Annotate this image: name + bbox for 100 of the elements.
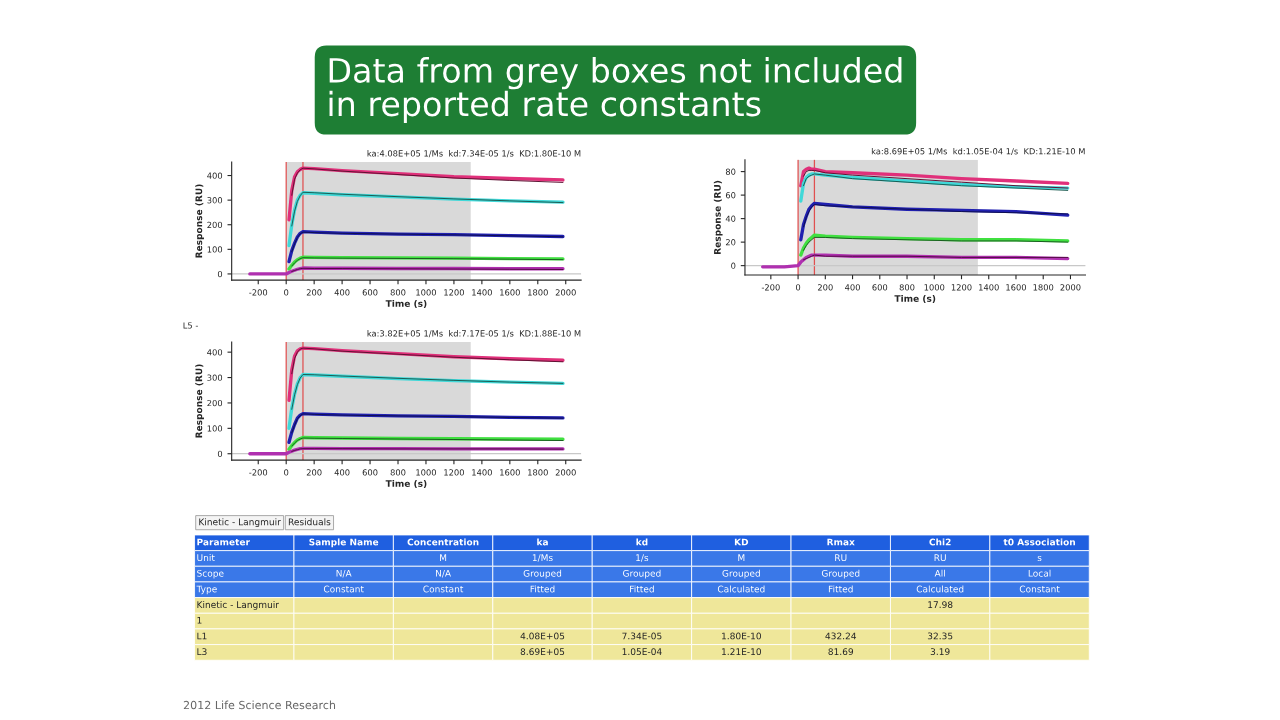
x-tick-label: -200: [249, 469, 268, 476]
x-tick-label: 200: [306, 289, 322, 296]
x-tick-label: 1600: [1006, 284, 1027, 291]
text: 1.21E-10: [722, 648, 762, 656]
text: 81.69: [828, 648, 854, 656]
category-label: L3: [197, 648, 207, 656]
category-label: L1: [197, 632, 207, 640]
x-tick-label: 1200: [444, 289, 464, 296]
x-tick-label: 1600: [500, 289, 520, 296]
text: N/A: [435, 570, 451, 578]
x-tick-label: 1400: [472, 469, 492, 476]
text: M: [738, 554, 745, 561]
text: M: [440, 554, 447, 561]
y-tick-label: 0: [217, 450, 223, 458]
category-label: ka: [537, 538, 548, 546]
y-tick-label: 80: [725, 168, 736, 175]
text: 432.24: [825, 632, 857, 640]
text: 7.34E-05: [622, 632, 662, 640]
category-label: Chi2: [929, 538, 951, 546]
category-label: Rmax: [827, 538, 855, 546]
x-tick-label: -200: [249, 289, 268, 296]
text: Constant: [423, 585, 464, 593]
text: 1/Ms: [532, 554, 553, 562]
text: Fitted: [828, 585, 853, 593]
text: Parameter: [197, 538, 250, 546]
text: Kinetic - Langmuir: [199, 518, 281, 528]
category-label: Scope: [197, 569, 224, 579]
category-label: kd: [636, 538, 648, 546]
y-tick-label: 300: [207, 374, 223, 381]
x-tick-label: 1200: [951, 284, 972, 291]
x-tick-label: 800: [390, 289, 406, 296]
y-tick-label: 200: [207, 221, 223, 229]
y-axis-title: Response (RU): [195, 184, 204, 258]
text: Grouped: [821, 569, 860, 579]
y-tick-label: 100: [207, 246, 223, 253]
x-tick-label: 2000: [1060, 284, 1081, 291]
text: Residuals: [288, 518, 331, 526]
x-tick-label: 1200: [444, 469, 464, 476]
text: Grouped: [722, 569, 760, 579]
x-tick-label: 0: [284, 469, 289, 476]
text: 17.98: [928, 601, 953, 609]
x-tick-label: -200: [761, 284, 780, 291]
y-axis-title: Response (RU): [195, 364, 204, 438]
text: L5 -: [183, 322, 198, 329]
text: 3.19: [930, 648, 950, 656]
text: s: [1037, 555, 1042, 562]
text: Constant: [323, 585, 364, 593]
x-tick-label: 200: [817, 284, 833, 291]
chart-title: ka:8.69E+05 1/Ms kd:1.05E-04 1/s KD:1.21E-10 M: [871, 147, 1085, 156]
text: Constant: [1019, 585, 1060, 593]
text: 1.80E-10: [722, 632, 762, 640]
text: Fitted: [630, 585, 654, 593]
chart-title: ka:4.08E+05 1/Ms kd:7.34E-05 1/s KD:1.80E-10 M: [367, 150, 581, 158]
x-tick-label: 600: [362, 289, 378, 296]
x-tick-label: 800: [390, 469, 406, 476]
x-axis-title: Time (s): [894, 294, 936, 303]
x-axis-title: Time (s): [385, 479, 427, 488]
text: 2012 Life Science Research: [183, 700, 336, 710]
x-tick-label: 600: [362, 469, 378, 476]
y-tick-label: 100: [207, 425, 223, 432]
y-tick-label: 20: [725, 239, 736, 246]
y-tick-label: 0: [731, 262, 736, 269]
category-label: 1: [197, 617, 202, 624]
category-label: Unit: [197, 554, 215, 562]
text: RU: [835, 554, 847, 562]
x-axis-title: Time (s): [385, 299, 427, 308]
x-tick-label: 0: [795, 284, 801, 291]
x-tick-label: 2000: [555, 289, 576, 296]
category-label: Concentration: [407, 538, 479, 546]
x-tick-label: 1800: [528, 469, 548, 476]
category-label: Sample Name: [309, 538, 379, 548]
x-tick-label: 800: [899, 284, 915, 291]
x-tick-label: 1400: [979, 284, 999, 291]
text: Grouped: [523, 569, 562, 579]
category-label: Kinetic - Langmuir: [197, 601, 280, 610]
x-tick-label: 1400: [472, 289, 492, 296]
y-tick-label: 300: [207, 197, 223, 204]
x-tick-label: 600: [872, 284, 888, 291]
text: Fitted: [530, 585, 555, 593]
category-label: Type: [196, 585, 217, 595]
text: Grouped: [623, 569, 661, 579]
x-tick-label: 400: [334, 289, 350, 296]
text: 32.35: [927, 632, 953, 640]
text: All: [934, 569, 945, 577]
text: 8.69E+05: [520, 648, 565, 656]
text: N/A: [336, 570, 352, 578]
x-tick-label: 400: [845, 284, 860, 291]
y-tick-label: 400: [207, 172, 223, 179]
y-tick-label: 400: [207, 349, 223, 356]
text: 4.08E+05: [520, 632, 565, 640]
text: Local: [1028, 569, 1051, 577]
y-tick-label: 60: [725, 192, 736, 199]
y-tick-label: 40: [725, 215, 736, 222]
x-tick-label: 1000: [416, 289, 437, 296]
text: 1.05E-04: [622, 648, 662, 656]
category-label: KD: [734, 538, 749, 546]
y-tick-label: 200: [207, 399, 223, 407]
x-tick-label: 1000: [924, 284, 945, 291]
x-tick-label: 2000: [555, 469, 576, 476]
category-label: t0 Association: [1003, 538, 1075, 546]
